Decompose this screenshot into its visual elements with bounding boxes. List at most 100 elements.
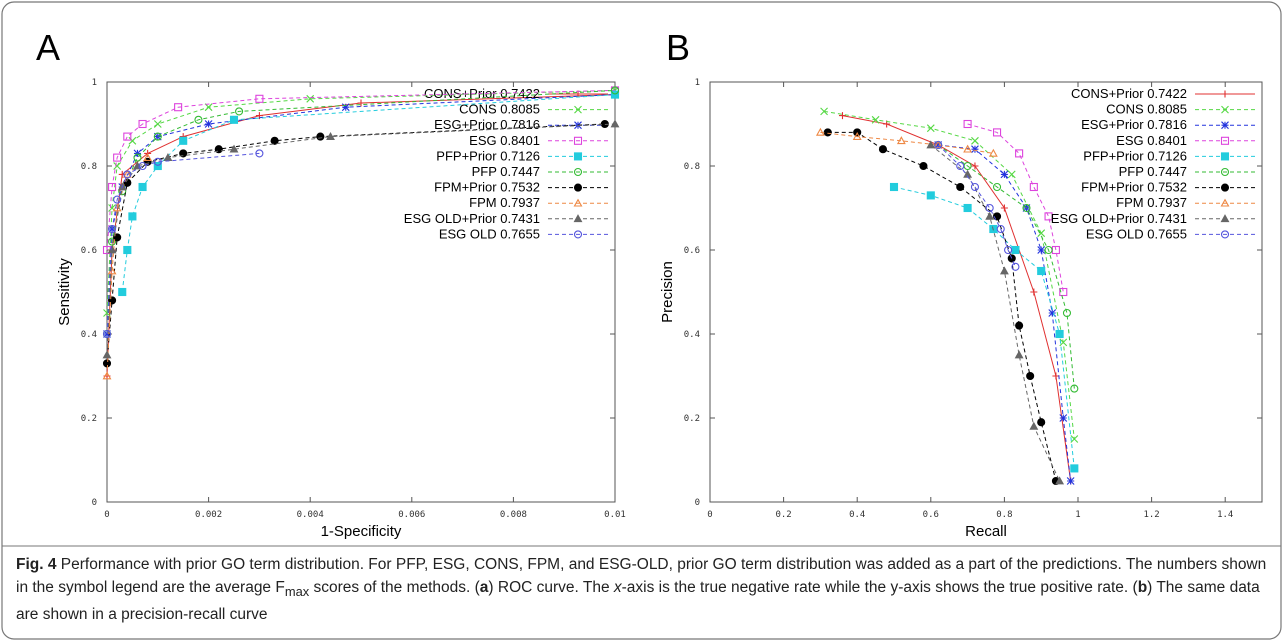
y-tick-label: 1 [92, 78, 97, 88]
marker-part [174, 103, 183, 112]
marker [963, 119, 972, 129]
caption-text: ) The same data are shown in a precision… [16, 579, 1260, 624]
marker [1037, 418, 1046, 427]
marker [1026, 371, 1035, 381]
marker-part [1070, 435, 1079, 443]
marker [153, 120, 162, 128]
marker [128, 136, 137, 145]
marker-part [118, 170, 126, 178]
x-tick-label: 0 [707, 510, 712, 520]
marker-part [153, 132, 162, 141]
marker-part [1044, 245, 1053, 255]
marker-part [138, 182, 147, 192]
x-tick-label: 0.006 [398, 510, 425, 520]
legend-marker [1221, 90, 1229, 98]
marker [919, 161, 928, 171]
marker [113, 195, 122, 204]
marker [1029, 182, 1038, 192]
marker-part [128, 212, 137, 221]
marker-part [113, 153, 122, 162]
marker-part [1221, 105, 1229, 114]
marker [1059, 338, 1068, 347]
x-tick-label: 0.6 [923, 510, 939, 520]
marker [1044, 245, 1053, 255]
x-tick-label: 1 [1075, 510, 1080, 520]
marker [1022, 203, 1031, 213]
marker-part [963, 144, 973, 153]
series-line [937, 144, 1016, 268]
marker [956, 161, 965, 171]
marker-part [113, 162, 122, 170]
y-tick-label: 0.8 [81, 162, 97, 172]
marker [118, 170, 126, 178]
marker-part [138, 161, 147, 171]
marker [610, 90, 620, 99]
marker-part [933, 140, 943, 149]
legend-label: ESG OLD 0.7655 [439, 226, 540, 241]
marker [999, 266, 1009, 275]
series-line [106, 123, 616, 356]
y-tick-label: 1 [695, 78, 700, 88]
marker [1062, 308, 1072, 318]
marker-part [255, 94, 264, 103]
legend-marker [1220, 230, 1230, 239]
marker-part [573, 152, 583, 161]
marker [1044, 212, 1053, 221]
legend-label: ESG 0.8401 [1116, 133, 1187, 148]
marker [174, 103, 183, 112]
marker [138, 161, 147, 171]
caption-bold: b [1137, 579, 1148, 596]
series-line [967, 123, 1064, 293]
marker-part [1051, 245, 1060, 255]
legend-marker [573, 136, 583, 145]
marker [153, 157, 162, 166]
marker-part [838, 112, 846, 120]
marker [113, 153, 122, 162]
marker [133, 153, 142, 162]
marker-part [235, 107, 244, 116]
panel-label: B [666, 27, 690, 68]
marker-part [143, 152, 153, 161]
marker [926, 191, 935, 200]
marker [255, 94, 264, 103]
caption-text: -axis is the true negative rate while th… [621, 579, 1138, 596]
series-line [121, 94, 616, 293]
caption: Fig. 4 Performance with prior GO term di… [16, 553, 1268, 626]
x-tick-label: 0 [104, 510, 109, 520]
marker-part [1037, 246, 1046, 254]
marker-part [878, 145, 888, 154]
marker-part [163, 152, 173, 161]
x-tick-label: 1.2 [1143, 510, 1159, 520]
marker [102, 371, 112, 380]
marker-part [306, 94, 315, 103]
marker [971, 136, 979, 145]
y-tick-label: 0.4 [684, 330, 700, 340]
marker-part [1055, 476, 1065, 485]
marker [107, 245, 117, 254]
series-line [842, 115, 1072, 482]
marker-part [123, 132, 132, 141]
legend-label: CONS+Prior 0.7422 [1071, 86, 1187, 101]
marker-part [102, 350, 112, 359]
marker [108, 182, 117, 192]
marker-part [1220, 230, 1230, 239]
marker [1070, 384, 1079, 393]
marker [143, 152, 153, 161]
marker [341, 103, 350, 112]
marker-part [229, 115, 239, 124]
marker-part [926, 124, 935, 133]
marker [985, 203, 994, 213]
marker-part [1055, 329, 1064, 339]
panel-label: A [36, 27, 60, 68]
series-line [938, 144, 1072, 482]
y-tick-label: 0.8 [684, 162, 700, 172]
marker [1015, 149, 1024, 158]
series-line [823, 110, 1075, 440]
marker [316, 132, 325, 141]
marker-part [1221, 121, 1229, 130]
marker-part [926, 191, 935, 200]
caption-italic: x [613, 579, 622, 596]
series-line [106, 89, 616, 314]
legend-marker [573, 230, 583, 239]
